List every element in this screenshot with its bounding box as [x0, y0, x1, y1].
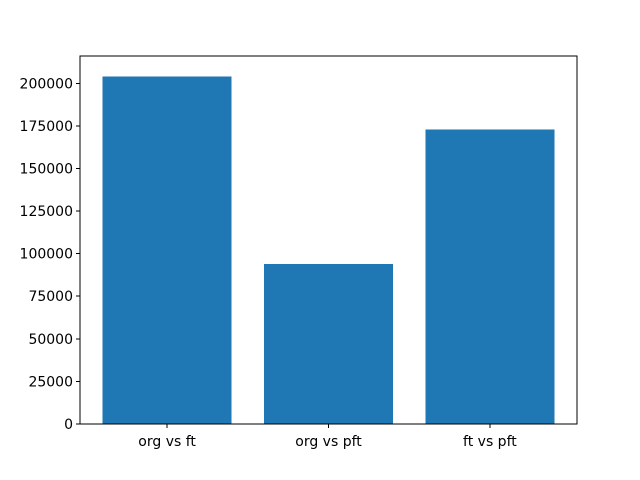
- bar-ft-vs-pft: [425, 129, 555, 425]
- y-axis-tick-label: 100000: [20, 247, 73, 263]
- y-axis-tick-label: 150000: [20, 161, 73, 177]
- bar-org-vs-pft: [264, 263, 394, 424]
- y-axis-tick-label: 200000: [20, 76, 73, 92]
- y-axis-tick-label: 75000: [28, 289, 73, 305]
- y-axis-tick-label: 125000: [20, 204, 73, 220]
- bar-org-vs-ft: [102, 76, 232, 425]
- y-axis-tick-label: 25000: [28, 374, 73, 390]
- x-axis-tick-label: org vs ft: [138, 434, 196, 450]
- x-axis-tick-label: org vs pft: [295, 434, 362, 450]
- y-axis-tick-label: 0: [64, 417, 73, 433]
- y-axis-tick-label: 50000: [28, 332, 73, 348]
- y-axis-tick-label: 175000: [20, 119, 73, 135]
- x-axis-tick-label: ft vs pft: [463, 434, 517, 450]
